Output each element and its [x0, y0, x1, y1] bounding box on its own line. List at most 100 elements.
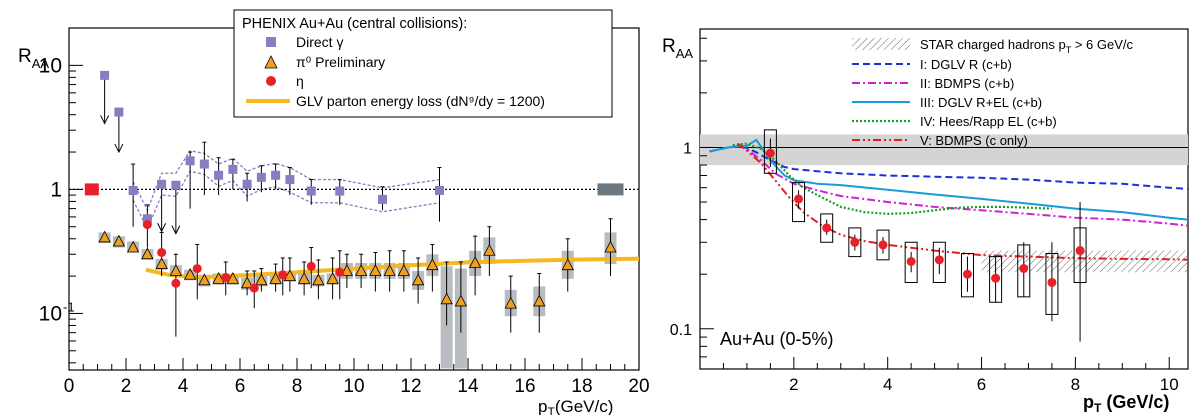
- direct-gamma-point: [306, 186, 316, 196]
- legend-bdmps-c-label: V: BDMPS (c only): [920, 133, 1028, 148]
- legend-dglv-rel-label: III: DGLV R+EL (c+b): [920, 95, 1042, 110]
- direct-gamma-point: [114, 107, 124, 117]
- direct-gamma-point: [285, 175, 295, 185]
- direct-gamma-point: [271, 170, 281, 180]
- model-curve: [709, 144, 1188, 190]
- systematic-box: [960, 253, 974, 298]
- pi0-point: [440, 292, 453, 305]
- pi0-point: [533, 294, 546, 307]
- x-tick-label: 2: [789, 375, 798, 394]
- data-point: [1019, 263, 1029, 273]
- left-legend-title: PHENIX Au+Au (central collisions):: [242, 16, 467, 32]
- systematic-box: [763, 129, 777, 174]
- pi0-point: [240, 276, 254, 289]
- direct-gamma-point: [335, 186, 345, 196]
- data-point: [850, 237, 860, 247]
- pi0-point: [454, 294, 468, 307]
- legend-star-label: STAR charged hadrons pT > 6 GeV/c: [920, 37, 1134, 55]
- pi0-point: [269, 272, 282, 284]
- pi0-point: [98, 230, 111, 243]
- direct-gamma-point: [242, 179, 252, 189]
- x-tick-label: 4: [883, 375, 892, 394]
- data-point: [822, 223, 832, 233]
- legend-pi0-label: π⁰ Preliminary: [296, 54, 385, 70]
- data-point: [1047, 277, 1057, 287]
- direct-gamma-point: [435, 185, 444, 195]
- pi0-point: [141, 247, 154, 260]
- eta-point: [142, 220, 152, 230]
- right-markers: [765, 148, 1085, 287]
- direct-gamma-band-lower: [132, 170, 440, 231]
- x-tick-label: 2: [121, 376, 132, 397]
- direct-gamma-point: [142, 214, 152, 224]
- pi0-point: [468, 256, 482, 268]
- data-point: [962, 269, 972, 279]
- systematic-box: [848, 227, 862, 258]
- y-tick-label: 1: [50, 178, 62, 201]
- pi0-point: [326, 272, 339, 284]
- legend-bdmps-label: II: BDMPS (c+b): [920, 76, 1014, 91]
- upper-limit-arrow: [114, 143, 124, 154]
- direct-gamma-point: [199, 159, 209, 169]
- x-tick-label: 0: [64, 376, 75, 397]
- x-tick-label: 8: [1071, 375, 1080, 394]
- normalization-box: [597, 183, 624, 196]
- eta-point: [249, 283, 259, 293]
- pi0-point: [426, 258, 439, 271]
- x-tick-label: 14: [457, 376, 479, 397]
- systematic-box: [792, 182, 806, 223]
- pi0-point: [411, 273, 425, 286]
- x-tick-label: 18: [571, 376, 592, 397]
- pi0-point: [297, 272, 311, 284]
- direct-gamma-point: [157, 179, 167, 189]
- data-point: [1075, 246, 1085, 256]
- model-curve: [737, 144, 1188, 227]
- y-tick-label: 0.1: [670, 322, 692, 339]
- right-reference-band: [700, 134, 1188, 166]
- x-tick-label: 20: [628, 376, 649, 397]
- eta-point: [278, 270, 288, 280]
- right-star-hatched-band: [981, 250, 1188, 273]
- pi0-point: [369, 264, 382, 276]
- right-y-axis-label: RAA: [662, 36, 693, 61]
- pi0-point: [198, 273, 211, 286]
- systematic-box: [876, 229, 890, 261]
- y-tick-label: 10: [39, 54, 62, 77]
- eta-point: [306, 261, 316, 271]
- direct-gamma-point: [214, 170, 224, 180]
- pi0-point: [561, 258, 574, 271]
- legend-eta-label: η: [296, 73, 304, 89]
- right-plot-frame: [699, 28, 1189, 370]
- data-point: [906, 256, 916, 266]
- normalization-box: [84, 183, 99, 196]
- pi0-point: [312, 273, 325, 286]
- direct-gamma-point: [171, 180, 181, 190]
- x-tick-label: 12: [400, 376, 421, 397]
- direct-gamma-point: [185, 156, 195, 166]
- y-tick-label: 1: [683, 140, 692, 157]
- pi0-point: [183, 267, 197, 280]
- direct-gamma-point: [228, 164, 238, 174]
- direct-gamma-point: [256, 172, 266, 182]
- x-tick-label: 16: [514, 376, 535, 397]
- direct-gamma-point: [378, 194, 387, 204]
- pi0-point: [604, 240, 617, 253]
- eta-point: [335, 267, 345, 277]
- systematic-box: [932, 241, 946, 283]
- left-markers: [98, 70, 617, 309]
- eta-point: [192, 264, 202, 274]
- data-point: [765, 148, 775, 158]
- legend-star-swatch: [852, 38, 910, 50]
- direct-gamma-point: [100, 70, 110, 80]
- pi0-point: [112, 234, 126, 247]
- left-normalization-boxes: [84, 183, 624, 196]
- legend-direct-gamma-marker: [266, 37, 276, 47]
- data-point: [878, 240, 888, 250]
- eta-point: [171, 278, 181, 288]
- legend-glv-label: GLV parton energy loss (dN⁹/dy = 1200): [296, 93, 545, 109]
- x-tick-label: 6: [235, 376, 246, 397]
- upper-limit-arrow: [100, 115, 110, 125]
- pi0-point: [483, 243, 496, 256]
